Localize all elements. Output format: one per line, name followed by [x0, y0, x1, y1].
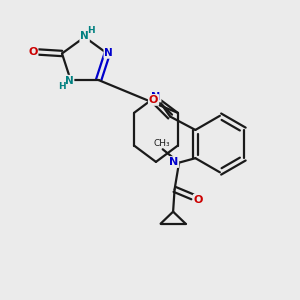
Text: H: H	[58, 82, 65, 91]
Text: O: O	[149, 95, 158, 105]
Text: N: N	[104, 48, 113, 58]
Text: N: N	[151, 92, 160, 101]
Text: CH₃: CH₃	[154, 140, 170, 148]
Text: H: H	[87, 26, 95, 35]
Text: N: N	[65, 76, 74, 86]
Text: N: N	[169, 157, 178, 167]
Text: O: O	[28, 47, 38, 57]
Text: O: O	[194, 195, 203, 205]
Text: N: N	[80, 32, 89, 41]
